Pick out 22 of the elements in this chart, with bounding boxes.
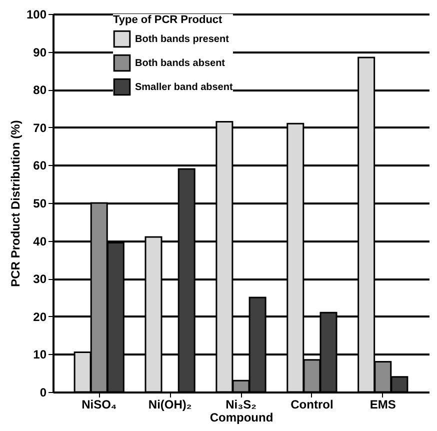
y-axis-title: PCR Product Distribution (%) <box>8 120 22 287</box>
y-tick-label: 30 <box>33 272 47 286</box>
x-tick-label: EMS <box>370 398 396 412</box>
y-tick-label: 70 <box>33 120 47 135</box>
legend-label: Smaller band absent <box>135 82 234 93</box>
y-tick-label: 0 <box>40 386 47 400</box>
y-tick-label: 80 <box>33 83 47 98</box>
y-tick-label: 20 <box>33 310 47 324</box>
y-tick-label: 90 <box>33 45 47 60</box>
y-tick-label: 50 <box>33 196 47 210</box>
x-axis-title: Compound <box>210 410 274 424</box>
y-tick-label: 60 <box>33 158 47 173</box>
x-tick-label: Ni(OH)₂ <box>148 398 192 412</box>
y-tick-label: 40 <box>33 234 47 248</box>
y-tick-label: 100 <box>26 8 47 22</box>
y-tick-label: 10 <box>33 348 47 362</box>
legend-label: Both bands absent <box>135 58 226 69</box>
legend-title: Type of PCR Product <box>113 14 223 26</box>
x-tick-label: Ni₃S₂ <box>226 398 256 412</box>
x-tick-label: NiSO₄ <box>82 398 117 412</box>
legend-label: Both bands present <box>135 34 230 45</box>
x-tick-label: Control <box>290 398 334 412</box>
